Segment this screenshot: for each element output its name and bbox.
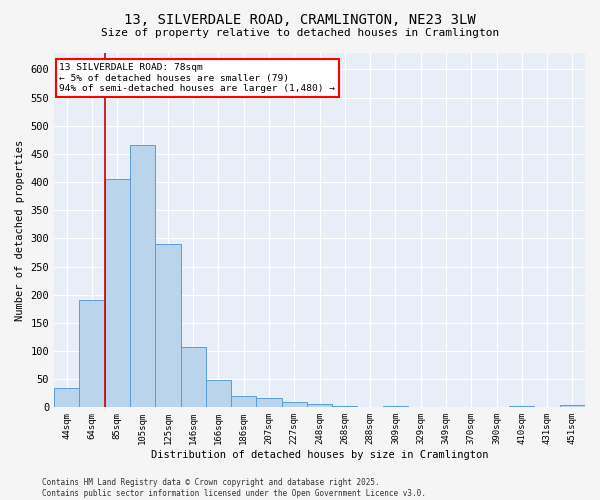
Bar	[130, 146, 155, 408]
Bar	[332, 406, 358, 407]
Bar	[383, 406, 408, 407]
Bar	[560, 405, 585, 407]
Bar	[281, 402, 307, 407]
Y-axis label: Number of detached properties: Number of detached properties	[15, 140, 25, 320]
Bar	[155, 244, 181, 408]
Text: 13 SILVERDALE ROAD: 78sqm
← 5% of detached houses are smaller (79)
94% of semi-d: 13 SILVERDALE ROAD: 78sqm ← 5% of detach…	[59, 63, 335, 93]
Bar	[105, 179, 130, 408]
Bar	[509, 406, 535, 407]
Text: Size of property relative to detached houses in Cramlington: Size of property relative to detached ho…	[101, 28, 499, 38]
Bar	[54, 388, 79, 407]
Bar	[231, 396, 256, 407]
Text: Contains HM Land Registry data © Crown copyright and database right 2025.
Contai: Contains HM Land Registry data © Crown c…	[42, 478, 426, 498]
Bar	[206, 380, 231, 407]
Bar	[307, 404, 332, 407]
Bar	[181, 347, 206, 408]
Bar	[256, 398, 281, 407]
X-axis label: Distribution of detached houses by size in Cramlington: Distribution of detached houses by size …	[151, 450, 488, 460]
Text: 13, SILVERDALE ROAD, CRAMLINGTON, NE23 3LW: 13, SILVERDALE ROAD, CRAMLINGTON, NE23 3…	[124, 12, 476, 26]
Bar	[79, 300, 105, 408]
